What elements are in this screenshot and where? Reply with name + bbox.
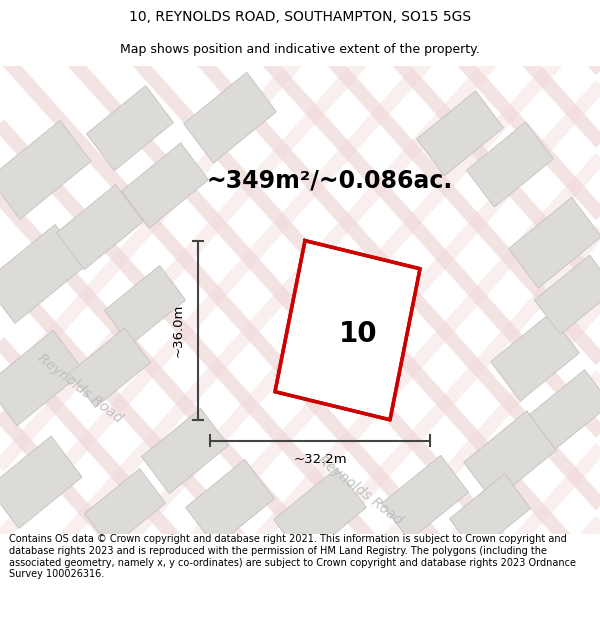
Text: ~349m²/~0.086ac.: ~349m²/~0.086ac. xyxy=(207,168,453,192)
Text: Reynolds Road: Reynolds Road xyxy=(315,453,405,528)
Text: Map shows position and indicative extent of the property.: Map shows position and indicative extent… xyxy=(120,42,480,56)
Polygon shape xyxy=(86,86,173,171)
Polygon shape xyxy=(142,409,229,494)
Polygon shape xyxy=(535,255,600,334)
Polygon shape xyxy=(0,331,84,426)
Polygon shape xyxy=(184,72,276,163)
Polygon shape xyxy=(529,370,600,449)
Polygon shape xyxy=(509,198,600,288)
Text: Contains OS data © Crown copyright and database right 2021. This information is : Contains OS data © Crown copyright and d… xyxy=(9,534,576,579)
Polygon shape xyxy=(0,224,86,323)
Polygon shape xyxy=(104,266,185,345)
Polygon shape xyxy=(70,328,151,408)
Polygon shape xyxy=(0,436,82,529)
Text: Reynolds Road: Reynolds Road xyxy=(35,351,125,426)
Polygon shape xyxy=(491,314,580,401)
Polygon shape xyxy=(416,91,503,176)
Polygon shape xyxy=(56,184,143,269)
Text: 10, REYNOLDS ROAD, SOUTHAMPTON, SO15 5GS: 10, REYNOLDS ROAD, SOUTHAMPTON, SO15 5GS xyxy=(129,10,471,24)
Polygon shape xyxy=(449,474,530,553)
Text: ~32.2m: ~32.2m xyxy=(293,453,347,466)
Polygon shape xyxy=(274,468,366,559)
Polygon shape xyxy=(85,469,166,548)
Polygon shape xyxy=(464,411,556,502)
Text: 10: 10 xyxy=(338,321,377,348)
Polygon shape xyxy=(467,122,553,207)
Text: ~36.0m: ~36.0m xyxy=(172,304,185,357)
Polygon shape xyxy=(122,143,208,228)
Polygon shape xyxy=(0,121,91,219)
Polygon shape xyxy=(382,456,469,541)
Polygon shape xyxy=(185,459,274,547)
Polygon shape xyxy=(275,241,420,420)
